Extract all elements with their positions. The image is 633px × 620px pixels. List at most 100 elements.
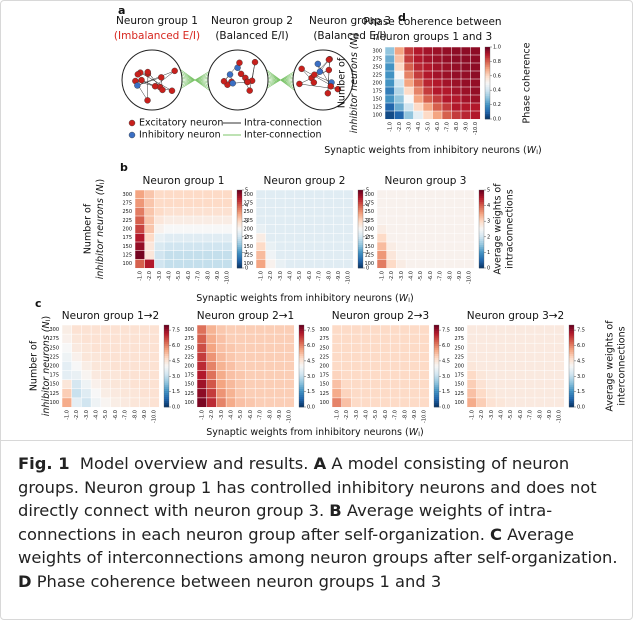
- heatmap-cell: [173, 233, 185, 243]
- heatmap-cell: [476, 397, 487, 408]
- heatmap-cell: [380, 324, 391, 335]
- heatmap-cell: [274, 361, 285, 372]
- heatmap-cell: [486, 333, 497, 344]
- colorbar-segment: [237, 262, 242, 265]
- heatmap-cell: [212, 224, 223, 234]
- heatmap-cell: [202, 241, 214, 252]
- colorbar-segment: [237, 191, 242, 195]
- heatmap-title: Phase coherence between: [363, 16, 501, 28]
- heatmap-cell: [419, 370, 430, 381]
- heatmap-cell: [396, 198, 407, 208]
- heatmap-cell: [254, 333, 266, 344]
- colorbar-segment: [434, 400, 439, 404]
- heatmap-title: Neuron group 2→1: [197, 310, 294, 322]
- heatmap-cell: [149, 352, 160, 362]
- heatmap-cell: [331, 333, 343, 344]
- heatmap-cell: [61, 342, 73, 353]
- heatmap-cell: [294, 250, 306, 260]
- colorbar-segment: [434, 372, 439, 375]
- colorbar-segment: [434, 341, 439, 344]
- heatmap-cell: [139, 397, 150, 408]
- heatmap-cell: [486, 324, 497, 335]
- heatmap-cell: [119, 324, 131, 335]
- heatmap-cell: [399, 333, 411, 344]
- x-tick-label: -1.0: [258, 271, 264, 281]
- heatmap-cell: [313, 241, 325, 252]
- colorbar-segment: [299, 325, 304, 328]
- heatmap-cell: [71, 379, 82, 390]
- heatmap-cell: [110, 342, 121, 353]
- heatmap-cell: [264, 333, 276, 344]
- x-tick-label: -4.0: [287, 271, 293, 281]
- heatmap-cell: [90, 379, 102, 390]
- heatmap-cell: [206, 352, 217, 362]
- heatmap-cell: [331, 379, 343, 390]
- heatmap-cell: [216, 361, 227, 372]
- group-subtitle: (Balanced E/I): [313, 30, 386, 42]
- heatmap-cell: [389, 342, 401, 353]
- heatmap-cell: [304, 207, 315, 217]
- heatmap-cell: [225, 342, 237, 353]
- x-tick-label: -10.0: [473, 122, 479, 135]
- heatmap-cell: [90, 352, 102, 362]
- neuron: [311, 71, 318, 78]
- colorbar-tick-label: 0.0: [577, 405, 585, 411]
- heatmap-cell: [351, 370, 362, 381]
- colorbar-segment: [434, 355, 439, 359]
- heatmap-cell: [134, 233, 146, 243]
- heatmap-cell: [396, 241, 407, 252]
- heatmap-cell: [544, 388, 555, 399]
- heatmap-cell: [81, 370, 92, 381]
- colorbar-segment: [237, 230, 242, 234]
- heatmap-cell: [413, 54, 424, 64]
- colorbar-tick-label: 6.0: [577, 343, 585, 349]
- x-tick-label: -3.0: [278, 271, 284, 281]
- heatmap-cell: [544, 324, 555, 335]
- heatmap-cell: [425, 224, 436, 234]
- x-tick-label: -5.0: [373, 410, 379, 420]
- heatmap-cell: [394, 86, 405, 96]
- heatmap-cell: [154, 241, 165, 252]
- heatmap-cell: [394, 70, 405, 80]
- heatmap-cell: [294, 189, 306, 200]
- heatmap-cell: [323, 215, 335, 226]
- heatmap-cell: [225, 370, 237, 381]
- y-tick-label: 275: [49, 336, 59, 342]
- heatmap-cell: [396, 224, 407, 234]
- neuron: [334, 85, 342, 93]
- heatmap-cell: [389, 388, 401, 399]
- heatmap-cell: [415, 224, 427, 234]
- legend-label: Inhibitory neuron: [139, 130, 221, 141]
- heatmap-cell: [386, 215, 397, 226]
- colorbar-tick-label: 0: [366, 266, 369, 272]
- heatmap-cell: [163, 250, 175, 260]
- heatmap-cell: [196, 370, 208, 381]
- heatmap-cell: [380, 342, 391, 353]
- colorbar-segment: [569, 325, 574, 328]
- heatmap-cell: [413, 46, 424, 56]
- heatmap-cell: [284, 342, 295, 353]
- heatmap-cell: [432, 86, 443, 96]
- group-title: Neuron group 1: [116, 15, 198, 27]
- y-axis-label: inhibitor neurons (NI): [95, 179, 107, 280]
- heatmap-cell: [425, 189, 436, 200]
- heatmap-cell: [81, 388, 92, 399]
- heatmap-cell: [389, 379, 401, 390]
- y-tick-label: 100: [184, 400, 194, 406]
- heatmap-cell: [134, 224, 146, 234]
- heatmap-cell: [129, 379, 141, 390]
- heatmap-cell: [173, 250, 185, 260]
- heatmap-cell: [451, 78, 462, 88]
- colorbar-tick-label: 3.0: [307, 374, 315, 380]
- heatmap-cell: [341, 342, 352, 353]
- y-tick-label: 300: [454, 327, 464, 333]
- heatmap-cell: [173, 241, 185, 252]
- heatmap-cell: [304, 189, 315, 200]
- heatmap-cell: [405, 224, 417, 234]
- heatmap-cell: [61, 361, 73, 372]
- x-tick-label: -6.0: [383, 410, 389, 420]
- colorbar-tick-label: 3.0: [442, 374, 450, 380]
- heatmap-cell: [129, 397, 141, 408]
- heatmap-cell: [245, 324, 256, 335]
- heatmap-cell: [119, 370, 131, 381]
